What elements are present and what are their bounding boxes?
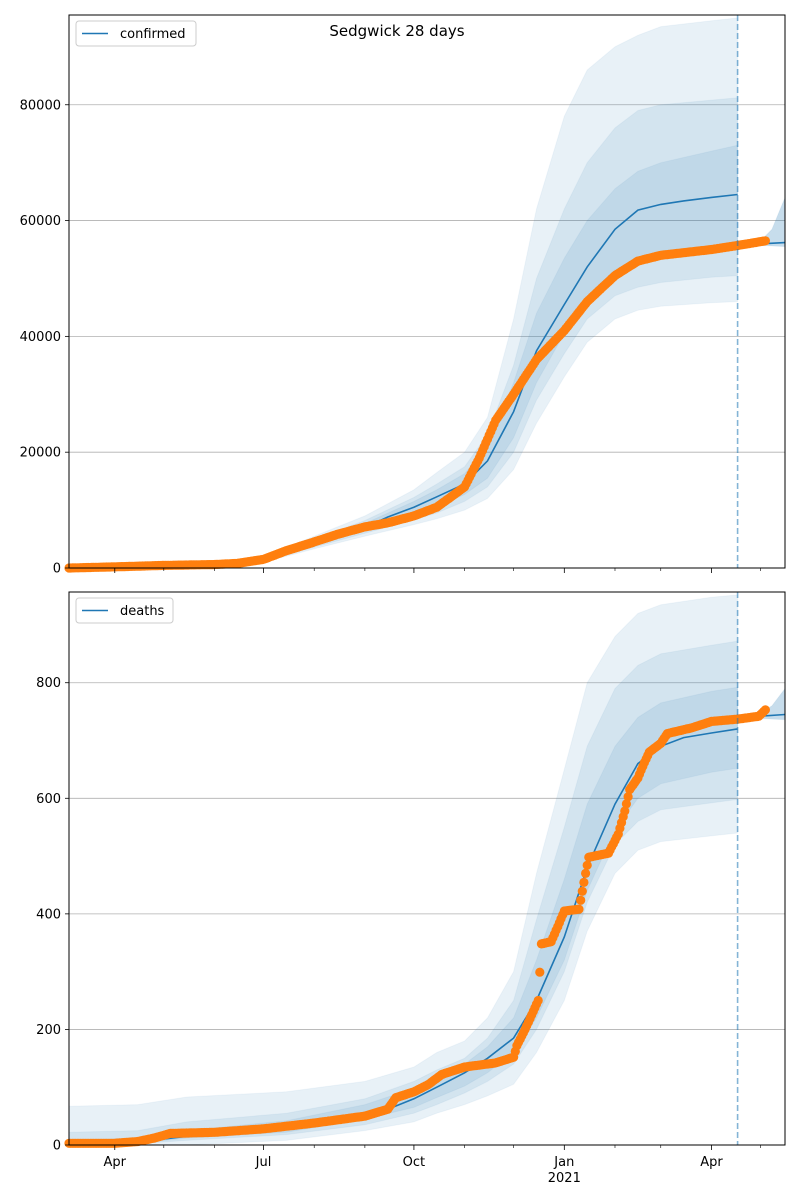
observed-points bbox=[64, 705, 771, 1148]
outer-band bbox=[68, 17, 739, 569]
legend: deaths bbox=[75, 597, 174, 624]
observed-points bbox=[64, 236, 771, 573]
x-tick-label: Oct bbox=[403, 1155, 425, 1170]
observed-point bbox=[760, 236, 771, 246]
y-tick-label: 200 bbox=[36, 1023, 61, 1038]
y-axis-ticks: 0 20000 40000 60000 80000 bbox=[20, 98, 69, 577]
y-tick-label: 40000 bbox=[20, 330, 61, 345]
y-tick-label: 600 bbox=[36, 792, 61, 807]
chart-title: Sedgwick 28 days bbox=[329, 22, 464, 40]
x-axis-ticks bbox=[114, 568, 761, 573]
observed-point bbox=[535, 967, 545, 977]
observed-point bbox=[533, 995, 543, 1006]
observed-point bbox=[623, 792, 633, 802]
legend-label: confirmed bbox=[120, 27, 186, 42]
observed-point bbox=[579, 877, 589, 888]
observed-point bbox=[621, 799, 632, 809]
legend-label: deaths bbox=[120, 604, 165, 619]
outer-band bbox=[68, 594, 739, 1146]
y-tick-label: 0 bbox=[53, 1139, 61, 1154]
axes-frame bbox=[68, 591, 786, 1146]
grid-lines bbox=[69, 104, 785, 453]
y-tick-label: 400 bbox=[36, 907, 61, 922]
y-tick-label: 60000 bbox=[20, 214, 61, 229]
y-tick-label: 80000 bbox=[20, 98, 61, 113]
observed-point bbox=[577, 886, 587, 896]
legend: confirmed bbox=[75, 20, 197, 47]
legend-box bbox=[75, 597, 174, 624]
x-tick-label: Jul bbox=[255, 1155, 272, 1170]
y-tick-label: 20000 bbox=[20, 446, 61, 461]
x-tick-label: Apr bbox=[700, 1155, 723, 1170]
observed-point bbox=[581, 868, 591, 879]
y-tick-label: 800 bbox=[36, 676, 61, 691]
panel-confirmed: 0 20000 40000 60000 80000 confirmed Sedgwick… bbox=[20, 14, 786, 577]
x-tick-label: Apr bbox=[104, 1155, 127, 1170]
grid-lines bbox=[69, 682, 785, 1030]
observed-point bbox=[620, 806, 630, 816]
uncertainty-bands bbox=[68, 17, 786, 569]
x-tick-sublabel: 2021 bbox=[548, 1171, 581, 1186]
observed-point bbox=[760, 705, 771, 715]
middle-band bbox=[68, 640, 739, 1146]
observed-point bbox=[576, 895, 586, 905]
y-axis-ticks: 0 200 400 600 800 bbox=[36, 676, 69, 1154]
observed-point bbox=[582, 860, 592, 870]
uncertainty-bands bbox=[68, 594, 786, 1146]
y-tick-label: 0 bbox=[53, 562, 61, 577]
observed-point bbox=[574, 904, 584, 914]
x-tick-label: Jan bbox=[553, 1155, 574, 1170]
legend-box bbox=[75, 20, 197, 47]
axes-frame bbox=[68, 14, 786, 569]
